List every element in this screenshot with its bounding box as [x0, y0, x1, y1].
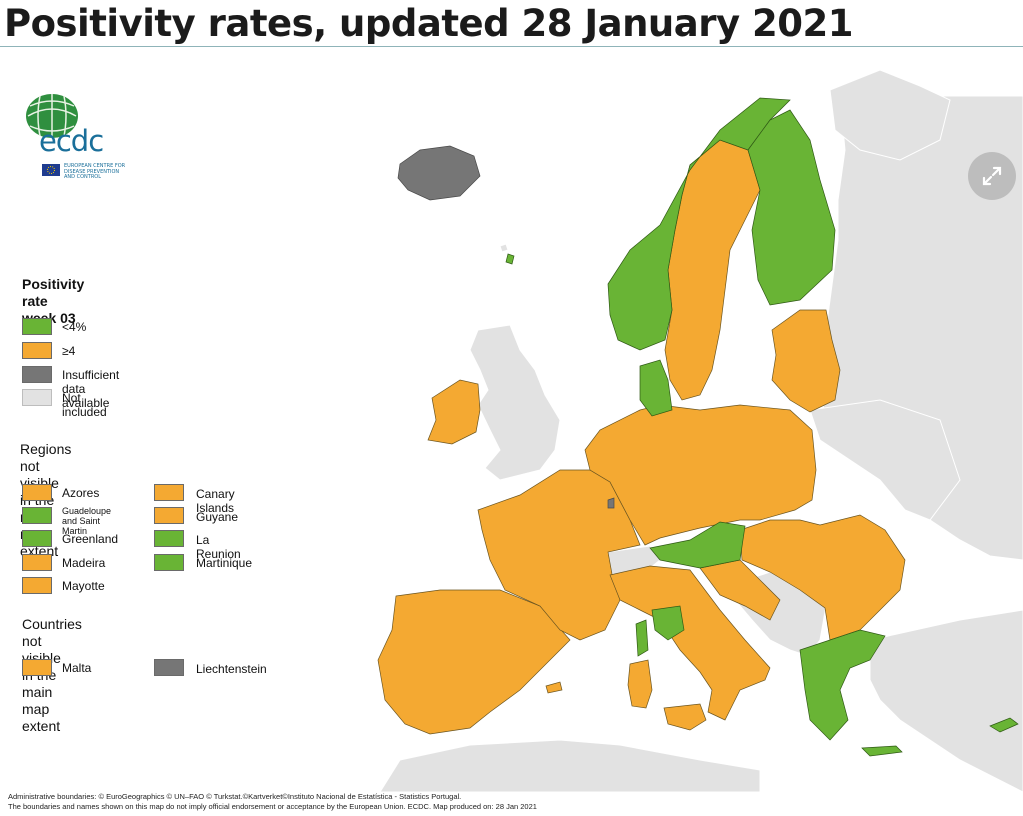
- legend-swatch-grey: [22, 366, 52, 383]
- legend-label-not-included: Not included: [62, 391, 107, 419]
- ecdc-logo: ecdc EUROPEAN CENTRE FOR DISEASE PREVENT…: [22, 92, 132, 180]
- page-title: Positivity rates, updated 28 January 202…: [4, 2, 853, 45]
- nordic-north-russia: [829, 69, 951, 161]
- cyprus: [989, 717, 1019, 733]
- tuscany-region: [651, 605, 685, 641]
- region-swatch-guyane: [154, 507, 184, 524]
- country-label-liechtenstein: Liechtenstein: [196, 662, 267, 676]
- footer-line-1: Administrative boundaries: © EuroGeograp…: [8, 792, 462, 801]
- region-swatch-madeira: [22, 554, 52, 571]
- region-swatch-mayotte: [22, 577, 52, 594]
- region-swatch-canary: [154, 484, 184, 501]
- svalbard-island: [505, 253, 515, 265]
- globe-icon: [26, 94, 78, 138]
- turkey: [869, 609, 1023, 792]
- expand-arrows-icon: [982, 166, 1002, 186]
- north-africa: [379, 739, 761, 792]
- region-swatch-reunion: [154, 530, 184, 547]
- region-label-guyane: Guyane: [196, 510, 239, 524]
- great-britain: [469, 324, 561, 481]
- grey-regions: [397, 145, 615, 509]
- crete: [861, 745, 903, 757]
- estonia-latvia-lithuania: [771, 309, 841, 413]
- region-label-reunion: La Reunion: [196, 533, 241, 561]
- not-included-regions: [379, 69, 1023, 792]
- sicily: [663, 703, 707, 731]
- country-swatch-liechtenstein: [154, 659, 184, 676]
- eu-flag-icon: [42, 164, 60, 176]
- croatia-slovenia: [699, 559, 781, 621]
- country-swatch-malta: [22, 659, 52, 676]
- romania-bulgaria-hungary: [739, 514, 906, 641]
- europe-map[interactable]: [0, 48, 1023, 792]
- region-label-greenland: Greenland: [62, 532, 119, 546]
- iceland: [397, 145, 481, 201]
- iberia: [377, 589, 571, 735]
- legend-label-insufficient: Insufficient data available: [62, 368, 120, 410]
- norway: [607, 97, 791, 351]
- region-label-canary: Canary Islands: [196, 487, 235, 515]
- belarus-ukraine: [809, 399, 961, 521]
- legend-label-lt4: <4%: [62, 320, 87, 334]
- region-label-guadeloupe: Guadeloupe and Saint Martin: [62, 506, 112, 536]
- region-swatch-martinique: [154, 554, 184, 571]
- region-swatch-azores: [22, 484, 52, 501]
- legend-swatch-green: [22, 318, 52, 335]
- green-regions: [505, 97, 1019, 757]
- fullscreen-button[interactable]: [968, 152, 1016, 200]
- denmark: [639, 359, 673, 417]
- legend-label-ge4: ≥4: [62, 344, 76, 358]
- country-label-malta: Malta: [62, 661, 92, 675]
- legend-swatch-orange: [22, 342, 52, 359]
- logo-wordmark: ecdc: [39, 124, 104, 158]
- region-label-martinique: Martinique: [196, 556, 253, 570]
- orange-regions: [377, 139, 906, 735]
- balearics: [545, 681, 563, 694]
- sweden: [664, 139, 761, 401]
- region-label-madeira: Madeira: [62, 556, 106, 570]
- greece: [799, 629, 886, 741]
- ireland: [427, 379, 481, 445]
- region-swatch-guadeloupe: [22, 507, 52, 524]
- corsica: [635, 619, 649, 657]
- liechtenstein-spot: [607, 497, 615, 509]
- region-label-azores: Azores: [62, 486, 100, 500]
- region-swatch-greenland: [22, 530, 52, 547]
- map-area[interactable]: [0, 48, 1023, 792]
- legend-swatch-not-included: [22, 389, 52, 406]
- austria: [649, 521, 746, 569]
- map-footer: Administrative boundaries: © EuroGeograp…: [8, 792, 537, 812]
- region-label-mayotte: Mayotte: [62, 579, 105, 593]
- title-divider: [0, 46, 1023, 47]
- sardinia: [627, 659, 653, 709]
- logo-subtitle: EUROPEAN CENTRE FOR DISEASE PREVENTION A…: [64, 163, 126, 180]
- finland: [747, 109, 836, 306]
- footer-line-2: The boundaries and names shown on this m…: [8, 802, 537, 811]
- faroe-and-small: [499, 243, 509, 253]
